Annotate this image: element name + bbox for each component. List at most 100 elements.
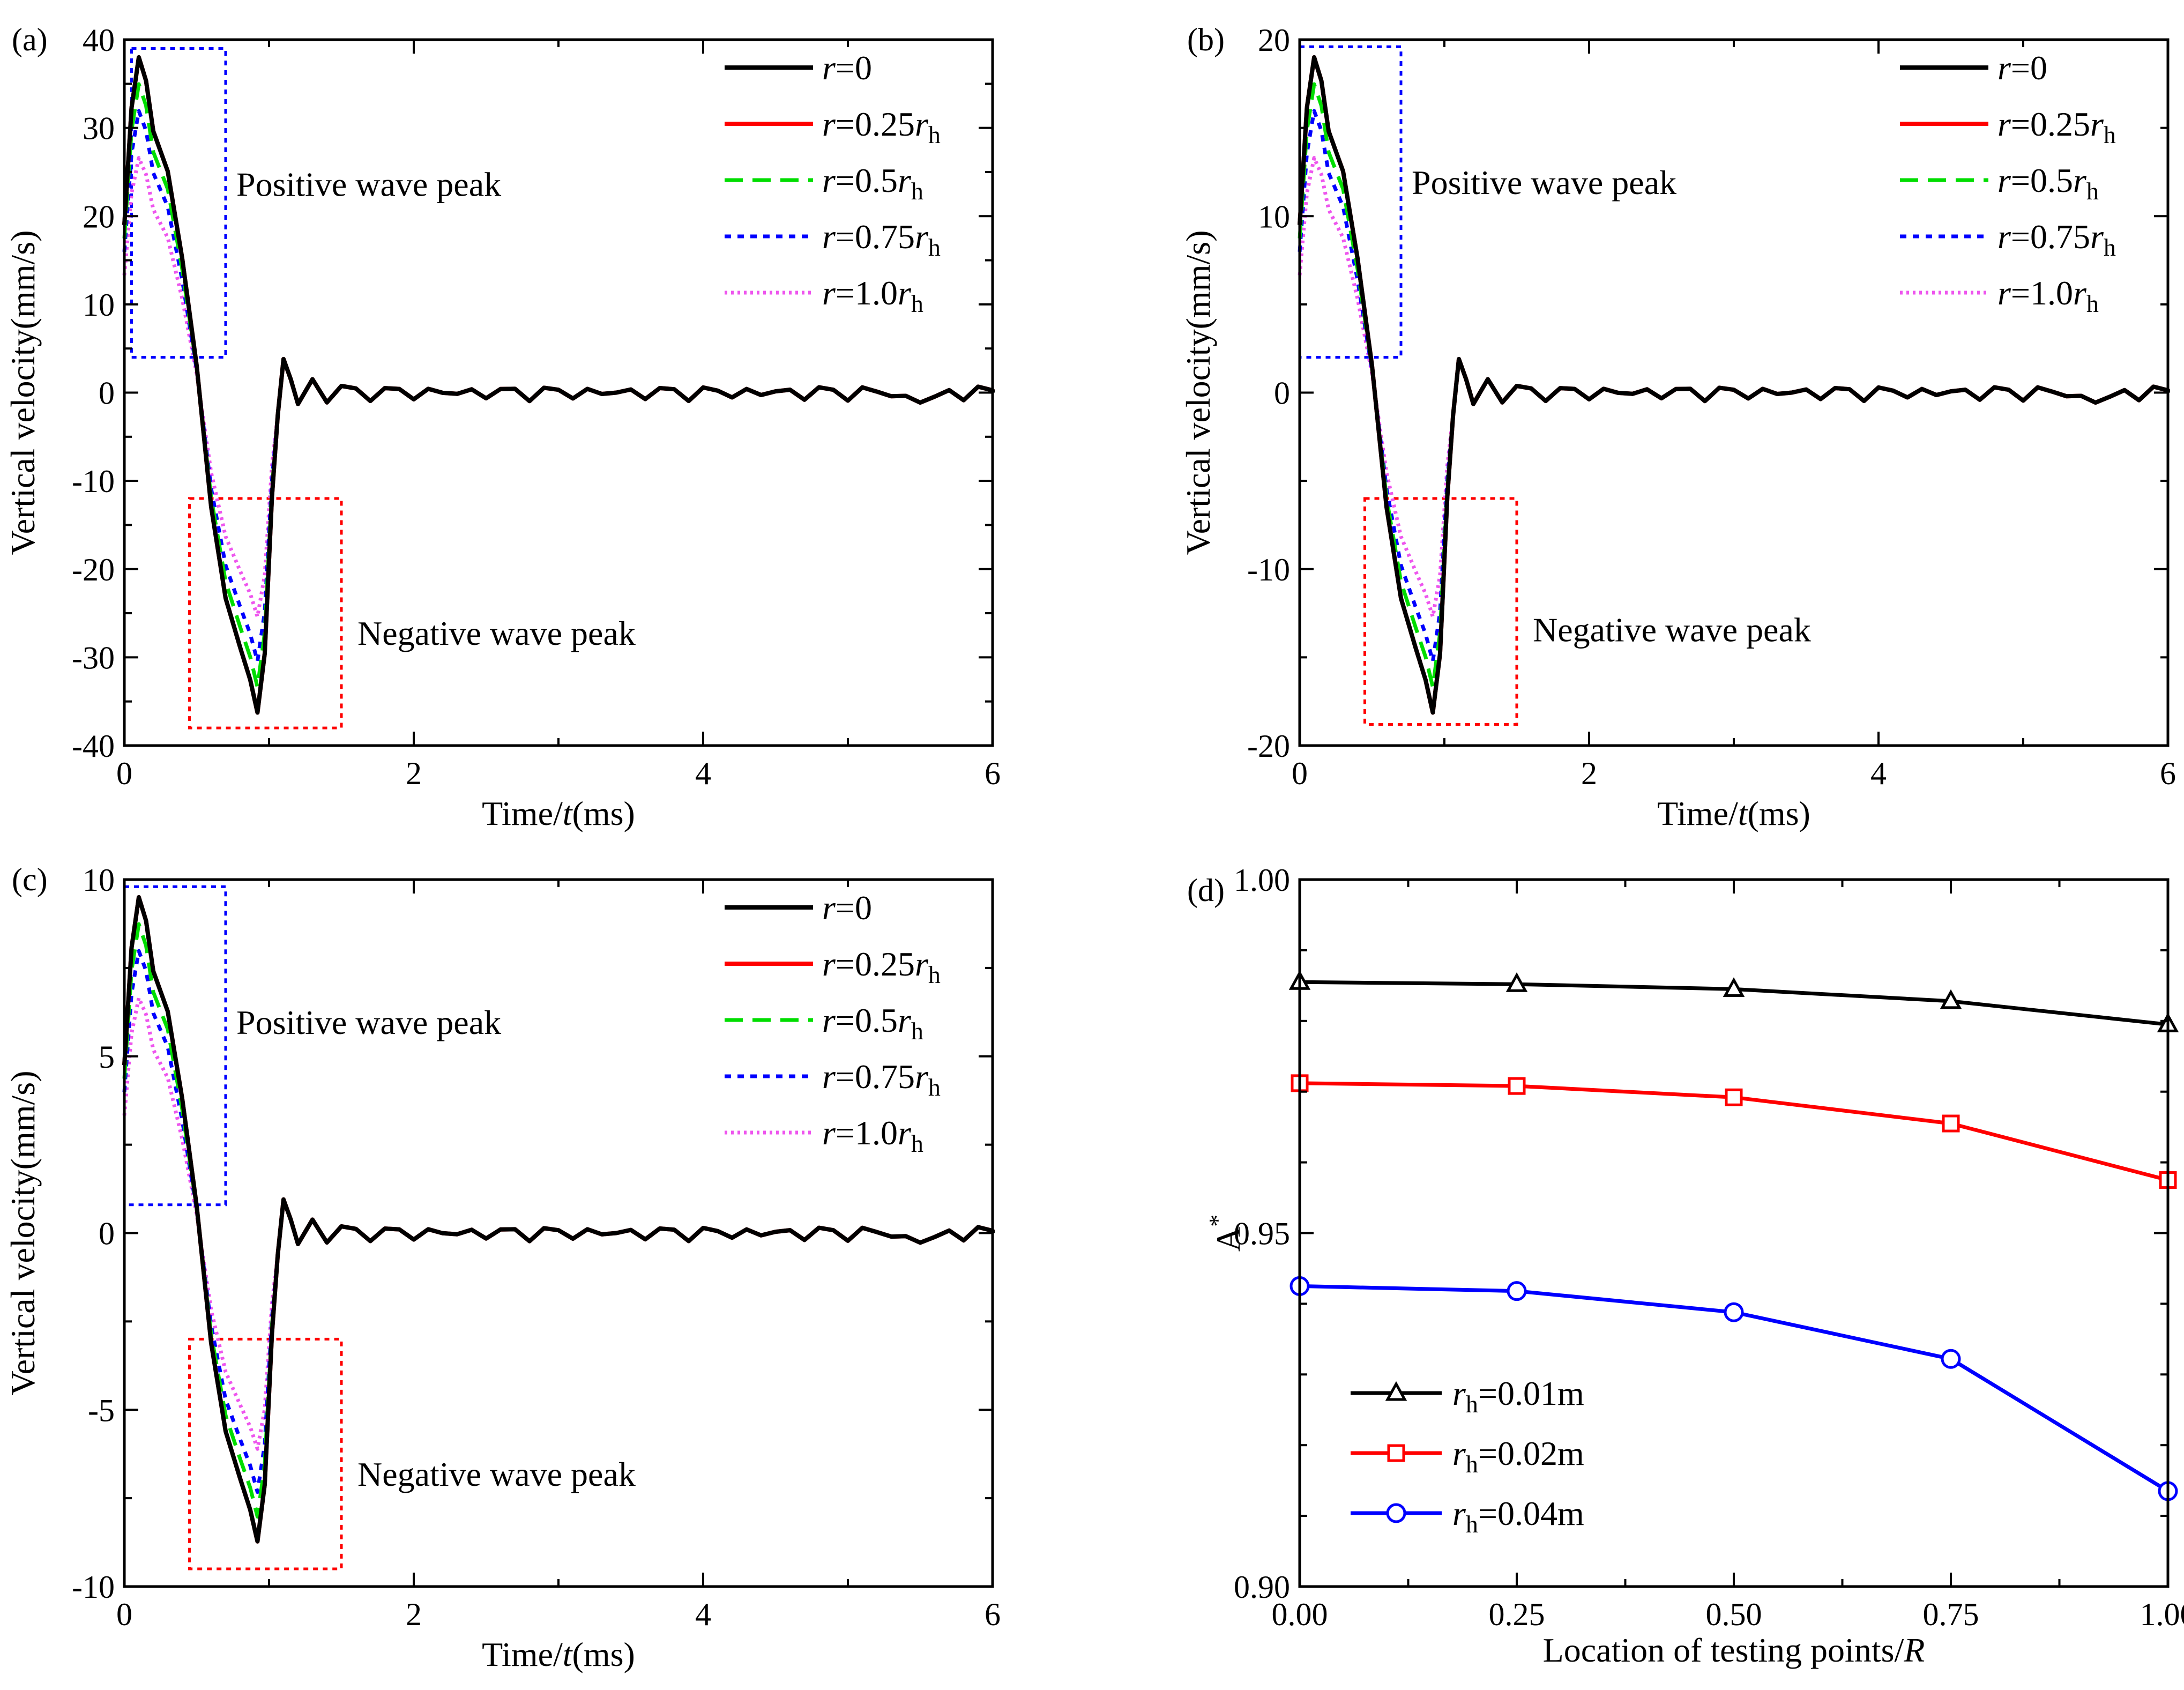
y-tick-label: 0	[99, 1216, 115, 1252]
panel-b: 0 2 4 6 -20 -10 0 10 20 (b) Time/t(ms) Vertical vel…	[1179, 22, 2176, 832]
y-tick-label: 30	[83, 111, 115, 146]
x-tick-label: 2	[406, 1597, 422, 1632]
legend-label: r=0	[1997, 49, 2047, 87]
y-tick-label: 0.95	[1234, 1216, 1290, 1252]
panel-label: (b)	[1187, 22, 1225, 57]
y-tick-label: 0.90	[1234, 1569, 1290, 1605]
legend-label: r=0	[822, 889, 872, 927]
negative-peak-box	[1363, 497, 1518, 726]
y-tick-label: 1.00	[1234, 862, 1290, 898]
legend-label: r=0.25rh	[822, 945, 941, 988]
legend-label: r=0.5rh	[1997, 161, 2099, 205]
y-tick-label: -5	[88, 1393, 115, 1428]
data-point	[1723, 977, 1745, 997]
x-tick-label: 4	[695, 756, 711, 791]
x-tick-label: 0.50	[1706, 1597, 1762, 1632]
y-tick-label: -40	[72, 728, 115, 764]
x-axis-label: Time/t(ms)	[1657, 794, 1810, 832]
legend-label: rh=0.01m	[1452, 1374, 1584, 1418]
x-tick-label: 0.00	[1272, 1597, 1328, 1632]
x-tick-label: 6	[2160, 756, 2176, 791]
y-tick-label: 5	[99, 1039, 115, 1075]
legend-label: r=0.25rh	[1997, 105, 2116, 148]
legend-label: rh=0.04m	[1452, 1494, 1584, 1538]
x-tick-label: 2	[406, 756, 422, 791]
negative-peak-label: Negative wave peak	[1533, 611, 1811, 649]
legend-label: r=0	[822, 49, 872, 87]
legend-label: r=0.25rh	[822, 105, 941, 148]
panel-label: (a)	[12, 22, 48, 57]
negative-peak-box	[188, 497, 343, 729]
x-tick-label: 1.00	[2140, 1597, 2184, 1632]
x-tick-label: 6	[985, 1597, 1001, 1632]
data-point	[1941, 1349, 1961, 1369]
legend-marker	[1386, 1503, 1406, 1523]
y-tick-label: -30	[72, 640, 115, 675]
series-line-r=1.0rh	[122, 996, 995, 1451]
y-tick-label: 10	[1258, 199, 1290, 234]
x-tick-label: 4	[695, 1597, 711, 1632]
data-point	[1942, 1114, 1960, 1133]
data-point	[1724, 1302, 1744, 1322]
panel-label: (c)	[12, 862, 48, 897]
series-line-r=0	[122, 895, 995, 1544]
x-tick-label: 6	[985, 756, 1001, 791]
legend-label: rh=0.02m	[1452, 1434, 1584, 1478]
x-tick-label: 4	[1870, 756, 1887, 791]
y-axis-label: Vertical velocity(mm/s)	[4, 230, 42, 555]
series-line-r=0.25rh	[122, 895, 995, 1544]
legend-label: r=0.75rh	[822, 218, 941, 261]
y-tick-label: -20	[1247, 728, 1290, 764]
positive-peak-label: Positive wave peak	[236, 165, 501, 203]
panel-a: 0 2 4 6 -40 -30 -20 -10 0 10 20 30 40 (a) Time/t(ms) Ve…	[4, 22, 1001, 832]
x-tick-label: 0	[1292, 756, 1308, 791]
legend-label: r=1.0rh	[822, 1114, 923, 1157]
y-tick-label: 10	[83, 862, 115, 898]
panel-c: 0 2 4 6 -10 -5 0 5 10 (c) Time/t(ms) Vertical veloc…	[4, 862, 1001, 1673]
x-tick-label: 0.25	[1489, 1597, 1545, 1632]
y-axis-label: Vertical velocity(mm/s)	[1179, 230, 1217, 555]
y-tick-label: -10	[1247, 552, 1290, 587]
y-tick-label: -10	[72, 1569, 115, 1605]
data-point	[1508, 1077, 1526, 1095]
data-point	[1940, 989, 1962, 1009]
legend-marker	[1385, 1381, 1407, 1401]
y-tick-label: -10	[72, 464, 115, 499]
positive-peak-label: Positive wave peak	[236, 1003, 501, 1041]
panel-d: 0.00 0.25 0.50 0.75 1.00 0.90 0.95 1.00 (d) Locat…	[1187, 862, 2184, 1669]
y-tick-label: 0	[1274, 376, 1290, 411]
data-point	[1507, 1281, 1527, 1301]
x-tick-label: 0	[116, 1597, 132, 1632]
data-point	[1505, 972, 1528, 992]
series-line-r=0	[122, 55, 995, 715]
data-point	[1725, 1088, 1743, 1106]
y-tick-label: 40	[83, 23, 115, 58]
positive-peak-box	[130, 47, 227, 359]
series-line-r=0	[1298, 55, 2170, 715]
x-tick-label: 2	[1581, 756, 1597, 791]
x-axis-label: Time/t(ms)	[482, 1635, 635, 1673]
y-tick-label: 10	[83, 287, 115, 323]
x-axis-label: Time/t(ms)	[482, 794, 635, 832]
negative-peak-box	[188, 1337, 343, 1570]
legend-label: r=1.0rh	[822, 274, 923, 317]
y-tick-label: 20	[83, 199, 115, 234]
legend-label: r=0.75rh	[822, 1058, 941, 1101]
x-axis-label: Location of testing points/R	[1543, 1631, 1925, 1669]
legend-label: r=0.5rh	[822, 1001, 923, 1045]
y-tick-label: -20	[72, 552, 115, 587]
panel-label: (d)	[1187, 873, 1225, 908]
legend-label: r=0.5rh	[822, 161, 923, 205]
negative-peak-label: Negative wave peak	[357, 614, 636, 652]
negative-peak-label: Negative wave peak	[357, 1455, 636, 1493]
x-tick-label: 0.75	[1923, 1597, 1979, 1632]
y-axis-label: A*	[1204, 1215, 1247, 1252]
positive-peak-label: Positive wave peak	[1412, 163, 1676, 202]
legend-label: r=1.0rh	[1997, 274, 2099, 317]
y-tick-label: 20	[1258, 23, 1290, 58]
legend-label: r=0.75rh	[1997, 218, 2116, 261]
y-axis-label: Vertical velocity(mm/s)	[4, 1070, 42, 1395]
x-tick-label: 0	[116, 756, 132, 791]
legend-marker	[1387, 1444, 1405, 1462]
